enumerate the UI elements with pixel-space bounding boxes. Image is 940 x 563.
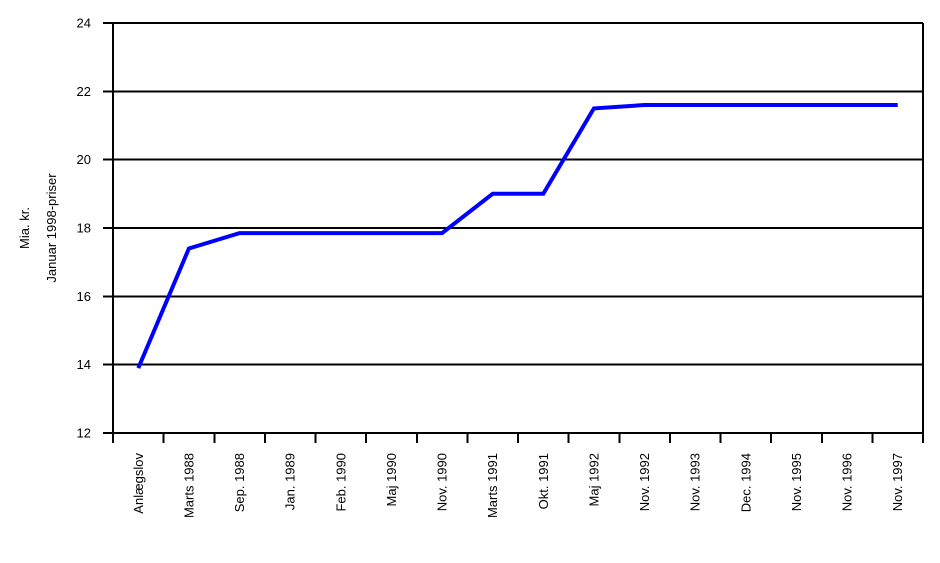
x-tick-label: Dec. 1994 — [738, 453, 753, 512]
y-tick-label: 24 — [77, 16, 91, 31]
y-axis-title: Mia. kr. Januar 1998-priser — [11, 148, 65, 308]
x-tick-label: Marts 1991 — [485, 453, 500, 518]
x-tick-label: Nov. 1996 — [840, 453, 855, 511]
x-tick-label: Nov. 1992 — [637, 453, 652, 511]
x-tick-label: Feb. 1990 — [333, 453, 348, 512]
x-tick-label: Maj 1990 — [384, 453, 399, 506]
y-axis-title-line1: Mia. kr. — [17, 207, 32, 249]
x-tick-label: Marts 1988 — [181, 453, 196, 518]
y-tick-label: 20 — [77, 152, 91, 167]
x-tick-label: Nov. 1997 — [890, 453, 905, 511]
x-tick-label: Maj 1992 — [586, 453, 601, 506]
x-tick-label: Sep. 1988 — [232, 453, 247, 512]
x-tick-label: Jan. 1989 — [283, 453, 298, 510]
x-tick-label: Anlægslov — [131, 453, 146, 514]
y-tick-label: 14 — [77, 357, 91, 372]
data-series-line — [136, 103, 898, 369]
y-tick-label: 22 — [77, 84, 91, 99]
y-tick-label: 18 — [77, 221, 91, 236]
x-tick-label: Nov. 1993 — [688, 453, 703, 511]
x-tick-label: Nov. 1995 — [789, 453, 804, 511]
y-tick-label: 16 — [77, 289, 91, 304]
x-tick-label: Okt. 1991 — [536, 453, 551, 509]
y-tick-label: 12 — [77, 426, 91, 441]
y-axis-title-line2: Januar 1998-priser — [44, 173, 59, 283]
x-tick-label: Nov. 1990 — [435, 453, 450, 511]
